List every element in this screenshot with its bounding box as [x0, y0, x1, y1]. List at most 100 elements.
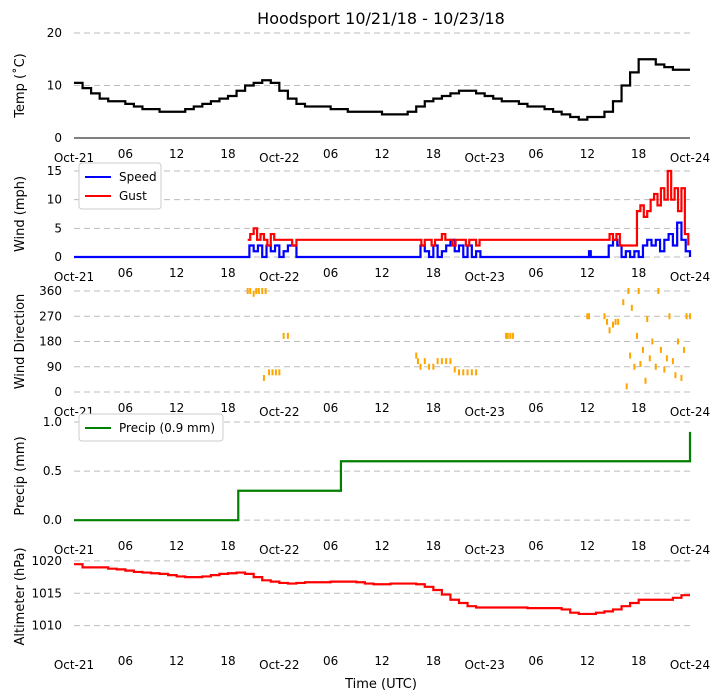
x-tick-label: Oct-21	[54, 543, 94, 557]
x-tick-label: Oct-22	[259, 151, 299, 165]
data-point	[659, 346, 662, 353]
data-point	[657, 288, 660, 294]
x-tick-label: Oct-23	[464, 151, 504, 165]
data-point	[246, 288, 249, 294]
panel-1: 0 5 10 15 Oct-21 06 12 18 Oct-22 06 12 18 Oct-23 06 12…	[13, 162, 710, 284]
x-tick-label: Oct-24	[670, 270, 710, 284]
x-tick-label: 18	[631, 266, 646, 280]
data-point	[453, 366, 456, 373]
data-point	[641, 346, 644, 353]
x-tick-label: 18	[220, 266, 235, 280]
data-point	[612, 321, 614, 328]
x-tick-label: 06	[528, 539, 543, 553]
data-point	[436, 358, 439, 365]
data-point	[286, 332, 289, 339]
data-point	[637, 288, 640, 294]
data-point	[449, 358, 452, 365]
x-tick-label: 18	[426, 401, 441, 415]
x-tick-label: 12	[374, 401, 389, 415]
x-tick-label: 12	[580, 401, 595, 415]
data-point	[617, 318, 620, 325]
data-point	[428, 363, 431, 370]
panel-3: 0.0 0.5 1.0 Oct-21 06 12 18 Oct-22 06 12 18 Oct-23 0…	[13, 413, 710, 557]
panel-0: 0 10 20 Oct-21 06 12 18 Oct-22 06 12 18 Oct-23 06 12 1…	[12, 26, 710, 165]
x-tick-label: Oct-21	[54, 151, 94, 165]
data-point	[674, 372, 677, 379]
x-tick-label: 12	[169, 266, 184, 280]
x-tick-label: 18	[631, 147, 646, 161]
x-tick-label: 18	[631, 401, 646, 415]
data-point	[586, 313, 589, 320]
data-point	[608, 327, 611, 334]
x-tick-label: Oct-24	[670, 658, 710, 672]
data-point	[630, 304, 633, 311]
data-point	[432, 363, 435, 370]
y-tick-label: 0	[54, 131, 62, 145]
y-tick-label: 5	[54, 221, 62, 235]
y-axis-label: Wind (mph)	[13, 176, 28, 252]
data-point	[633, 363, 636, 370]
x-tick-label: Oct-24	[670, 543, 710, 557]
x-tick-label: 18	[631, 539, 646, 553]
data-point	[627, 288, 630, 294]
x-tick-label: 06	[323, 147, 338, 161]
data-point	[419, 363, 422, 370]
x-tick-label: 06	[528, 266, 543, 280]
x-tick-label: Oct-22	[259, 270, 299, 284]
data-point	[274, 369, 277, 376]
legend-box	[78, 162, 162, 210]
y-axis-label: Altimeter (hPa)	[13, 547, 28, 645]
data-point	[665, 355, 668, 362]
y-tick-label: 1010	[31, 619, 62, 633]
x-tick-label: 06	[118, 401, 133, 415]
data-point	[689, 313, 691, 320]
legend-label: Precip (0.9 mm)	[119, 421, 215, 435]
y-axis-label: Wind Direction	[13, 294, 28, 390]
x-tick-label: 06	[528, 147, 543, 161]
data-point	[416, 358, 419, 365]
x-tick-label: 18	[426, 654, 441, 668]
x-tick-label: 06	[528, 654, 543, 668]
data-point	[264, 288, 267, 294]
y-axis-label: Temp (˚C)	[12, 53, 28, 119]
data-point	[646, 316, 649, 323]
data-point	[415, 352, 418, 359]
data-point	[639, 360, 642, 367]
x-tick-label: 06	[118, 147, 133, 161]
panel-4: 1010 1015 1020 Oct-21 06 12 18 Oct-22 06 12 18 Oct-…	[13, 547, 710, 672]
data-point	[651, 338, 654, 345]
x-tick-label: Oct-21	[54, 270, 94, 284]
data-point	[654, 363, 657, 370]
x-tick-label: 12	[580, 147, 595, 161]
y-tick-label: 270	[39, 309, 62, 323]
data-point	[278, 369, 281, 376]
y-tick-label: 0	[54, 250, 62, 264]
x-tick-label: Oct-23	[464, 658, 504, 672]
x-tick-label: 06	[528, 401, 543, 415]
x-tick-label: 06	[118, 654, 133, 668]
x-tick-label: 18	[220, 147, 235, 161]
x-tick-label: Oct-23	[464, 543, 504, 557]
x-tick-label: Oct-21	[54, 658, 94, 672]
x-tick-label: 12	[580, 654, 595, 668]
y-tick-label: 0.0	[43, 513, 62, 527]
y-tick-label: 10	[47, 193, 62, 207]
x-tick-label: 12	[580, 266, 595, 280]
x-tick-label: 18	[220, 654, 235, 668]
x-tick-label: Oct-24	[670, 405, 710, 419]
chart-title: Hoodsport 10/21/18 - 10/23/18	[257, 9, 505, 28]
x-tick-label: 12	[169, 401, 184, 415]
x-tick-label: 12	[169, 147, 184, 161]
legend-label: Gust	[119, 189, 147, 203]
y-tick-label: 1020	[31, 554, 62, 568]
data-point	[671, 358, 674, 365]
x-tick-label: 18	[426, 147, 441, 161]
x-tick-label: Oct-22	[259, 658, 299, 672]
x-tick-label: 18	[426, 266, 441, 280]
x-tick-label: 12	[580, 539, 595, 553]
data-point	[261, 288, 264, 294]
data-point	[257, 288, 260, 294]
data-point	[603, 313, 606, 320]
data-point	[255, 288, 258, 294]
x-tick-label: 12	[374, 266, 389, 280]
